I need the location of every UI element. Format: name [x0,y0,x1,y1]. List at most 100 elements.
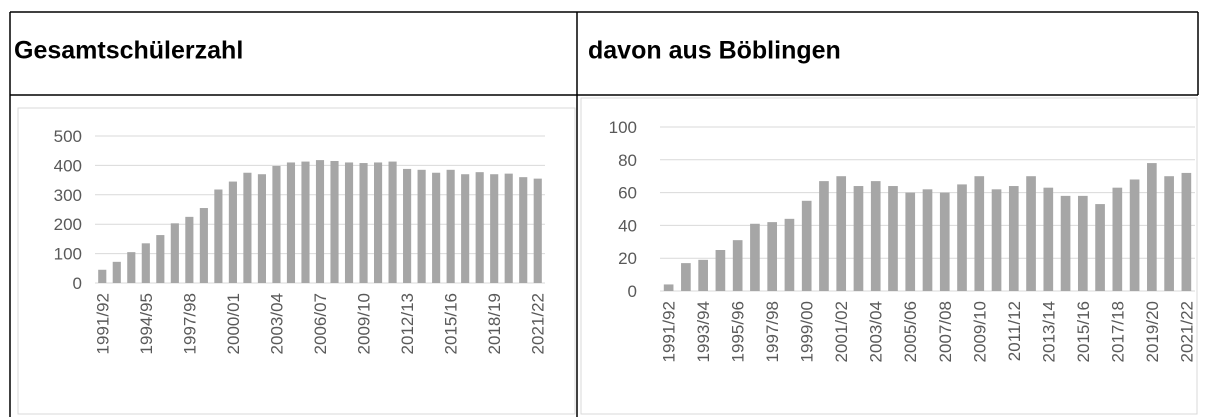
bar [1129,179,1140,291]
column-header: davon aus Böblingen [588,37,841,65]
bar [315,160,325,283]
bar [767,222,778,291]
bar [853,186,864,291]
chart-frame [580,97,1198,415]
x-tick-label: 2013/14 [1039,301,1058,362]
x-tick-label: 1997/98 [180,293,199,354]
bar [1147,163,1157,291]
bar [417,169,426,283]
bar [1008,186,1019,291]
x-tick-label: 2021/22 [529,293,548,354]
x-tick-label: 1997/98 [763,301,782,362]
bar [1095,204,1105,291]
bar [939,192,950,291]
x-tick-label: 2003/04 [267,293,286,354]
bar [1043,187,1054,291]
bar [344,162,354,283]
x-tick-label: 1999/00 [798,301,817,362]
bar [1060,195,1071,291]
x-tick-label: 2006/07 [311,293,330,354]
x-tick-label: 2018/19 [485,293,504,354]
x-tick-label: 2009/10 [970,301,989,362]
bar [1164,176,1174,291]
bar [461,174,470,283]
bar [374,162,383,283]
y-tick-label: 300 [54,186,82,205]
x-tick-label: 2007/08 [936,301,955,362]
x-tick-label: 2017/18 [1108,301,1127,362]
table-lines [9,11,1199,417]
bar [974,176,985,291]
bar [446,169,455,283]
y-tick-label: 0 [628,282,637,301]
bar [388,161,397,283]
x-tick-label: 2003/04 [867,301,886,362]
column-header: Gesamtschülerzahl [14,37,243,65]
bar [819,181,829,291]
bar [272,165,281,283]
bar [490,174,499,283]
bar [330,160,339,283]
x-tick-label: 2012/13 [398,293,417,354]
bar [905,192,916,291]
x-tick-label: 2000/01 [224,293,243,354]
x-tick-label: 2019/20 [1143,301,1162,362]
x-tick-label: 2001/02 [832,301,851,362]
bar [957,184,967,291]
x-tick-label: 1994/95 [137,293,156,354]
bar [156,235,165,283]
bar [1181,172,1192,291]
bar [922,189,933,291]
y-tick-label: 80 [618,151,637,170]
y-tick-label: 0 [73,274,82,293]
bar [519,177,528,283]
bar [112,261,121,283]
x-tick-label: 1991/92 [660,301,679,362]
y-tick-label: 60 [618,184,637,203]
bar [533,178,542,283]
bar [199,208,208,283]
bar [732,240,743,291]
bar [1112,187,1123,291]
x-tick-label: 2021/22 [1177,301,1196,362]
bar [663,284,674,291]
y-tick-label: 40 [618,216,637,235]
bar [286,162,296,283]
bar [257,174,266,283]
bar [784,218,795,291]
bar [801,200,812,291]
bar [681,263,691,291]
bar [98,269,107,283]
bar [698,259,708,291]
chart-frame [17,107,576,415]
bar [141,243,150,283]
bar [214,189,223,283]
x-tick-label: 2015/16 [442,293,461,354]
bar [243,172,252,283]
x-tick-label: 2015/16 [1074,301,1093,362]
x-tick-label: 2005/06 [901,301,920,362]
bar [504,173,513,283]
bar [185,216,194,283]
x-tick-label: 2009/10 [355,293,374,354]
bar [301,161,310,283]
y-tick-label: 20 [618,249,637,268]
bar [1077,195,1088,291]
y-tick-label: 400 [54,156,82,175]
bar [170,223,179,283]
bar [475,172,484,283]
bar [888,186,898,291]
bar [403,168,412,283]
y-tick-label: 100 [609,118,637,137]
bar [991,189,1002,291]
x-tick-label: 1993/94 [694,301,713,362]
bar [359,163,368,283]
y-tick-label: 200 [54,215,82,234]
bar [750,223,760,291]
x-tick-label: 1995/96 [729,301,748,362]
bar [870,181,881,291]
bar [1026,176,1036,291]
x-tick-label: 1991/92 [93,293,112,354]
bar [836,176,847,291]
